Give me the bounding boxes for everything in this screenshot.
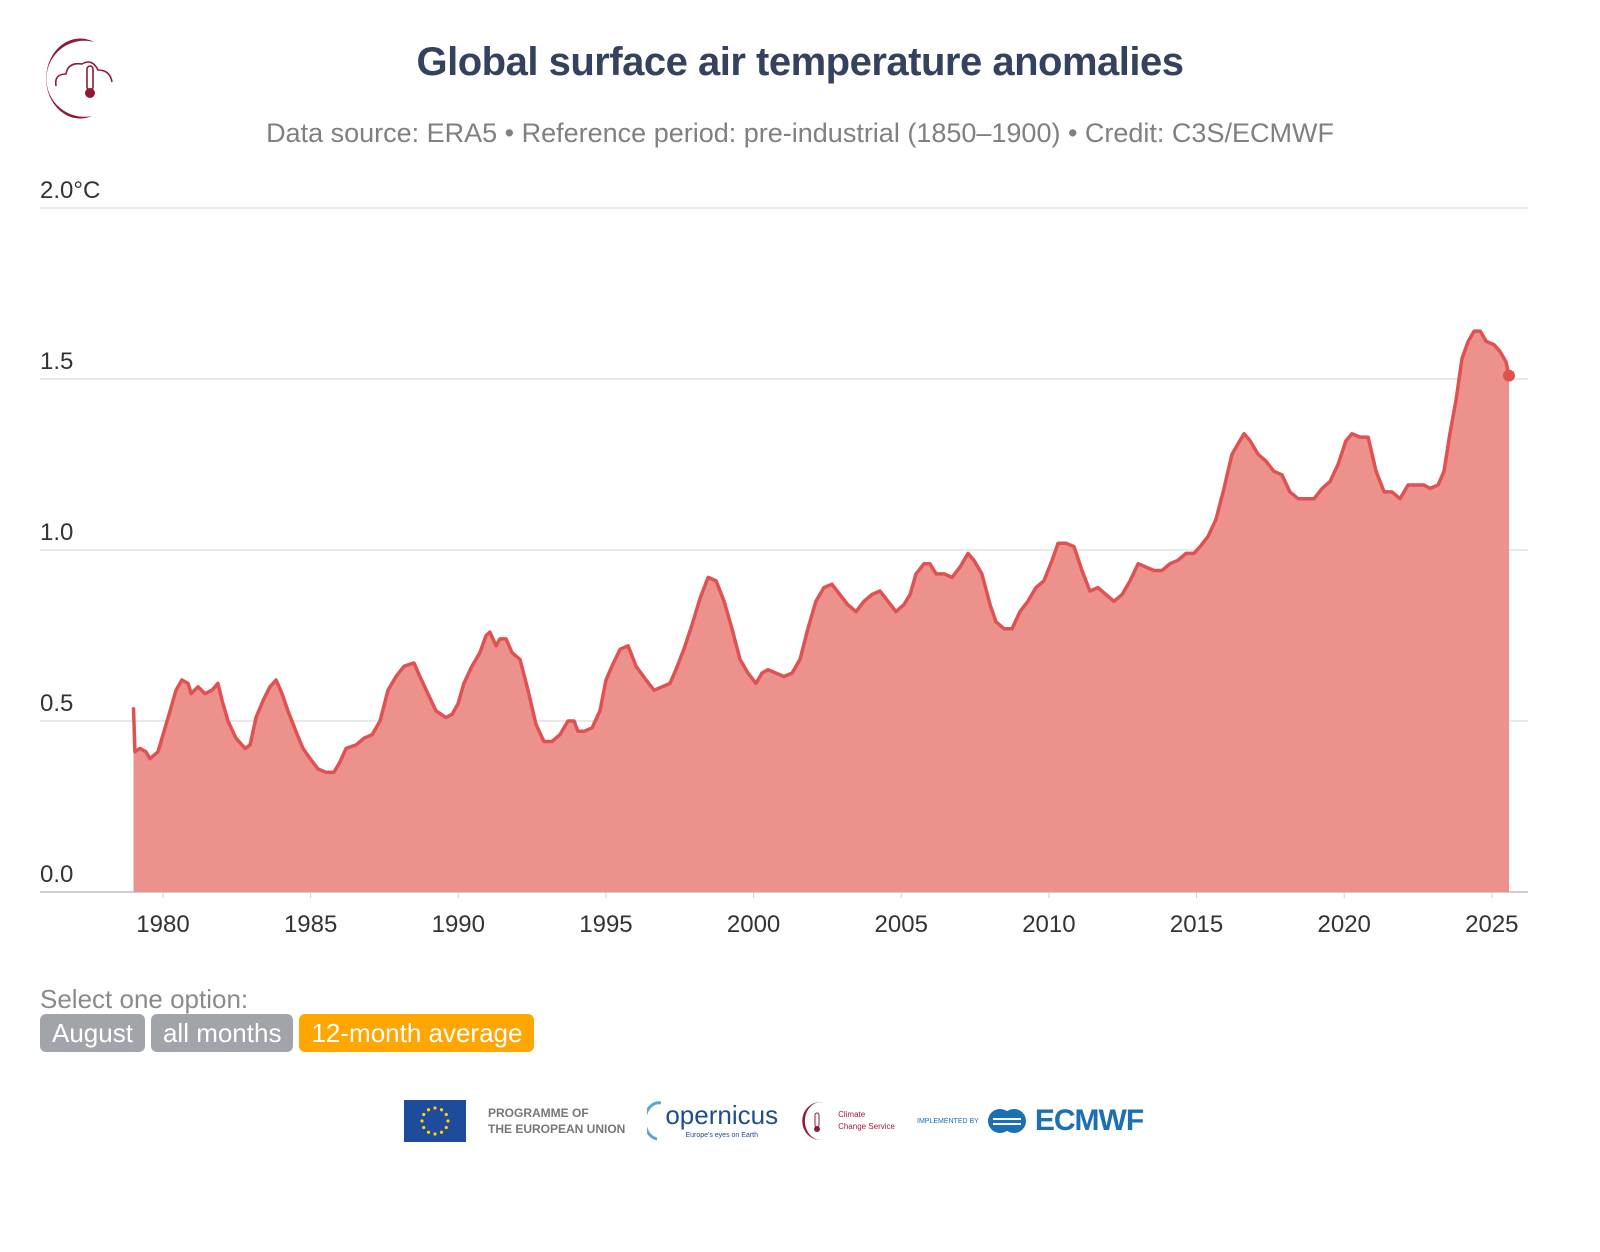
ccs-line-2: Change Service xyxy=(838,1122,895,1131)
option-12-month-average-button[interactable]: 12-month average xyxy=(299,1014,535,1052)
x-axis-labels: 1980 1985 1990 1995 2000 2005 2010 2015 2020 2025 xyxy=(136,892,1519,938)
eu-programme-text: PROGRAMME OF THE EUROPEAN UNION xyxy=(488,1105,625,1137)
x-tick-label: 2025 xyxy=(1465,911,1518,938)
ccs-logo: Climate Change Service xyxy=(800,1101,895,1141)
x-tick-label: 2010 xyxy=(1022,911,1075,938)
x-tick-label: 1985 xyxy=(284,911,337,938)
c3s-logo xyxy=(36,36,116,125)
eu-star-icon xyxy=(444,1125,448,1130)
option-all-months-button[interactable]: all months xyxy=(150,1014,294,1052)
footer-logos: PROGRAMME OF THE EUROPEAN UNION opernicu… xyxy=(404,1100,1144,1142)
eu-star-icon xyxy=(446,1119,450,1123)
x-tick-label: 1980 xyxy=(136,911,189,938)
y-tick-label: 2.0°C xyxy=(40,177,100,204)
implemented-by-text: IMPLEMENTED BY xyxy=(917,1117,979,1125)
eu-flag-icon xyxy=(404,1100,466,1142)
ecmwf-text: ECMWF xyxy=(1034,1104,1144,1137)
copernicus-arc-icon xyxy=(647,1101,662,1141)
eu-line-1: PROGRAMME OF xyxy=(488,1106,589,1120)
eu-star-icon xyxy=(420,1119,424,1123)
x-tick-label: 2000 xyxy=(727,911,780,938)
copernicus-text: opernicus xyxy=(665,1100,779,1130)
x-tick-label: 2005 xyxy=(875,911,928,938)
chart-title: Global surface air temperature anomalies xyxy=(416,40,1184,84)
y-axis-labels: 2.0°C 1.5 1.0 0.5 0.0 xyxy=(40,177,100,888)
eu-star-icon xyxy=(422,1112,426,1117)
eu-star-icon xyxy=(433,1106,437,1110)
eu-line-2: THE EUROPEAN UNION xyxy=(488,1122,626,1136)
option-august-button[interactable]: August xyxy=(40,1014,145,1052)
x-tick-label: 1995 xyxy=(579,911,632,938)
ecmwf-logo: IMPLEMENTED BY ECMWF xyxy=(917,1104,1144,1138)
ccs-line-1: Climate xyxy=(838,1110,866,1119)
eu-star-icon xyxy=(444,1112,448,1117)
eu-star-icon xyxy=(433,1132,437,1136)
chart-subtitle: Data source: ERA5 • Reference period: pr… xyxy=(266,118,1334,148)
option-buttons: August all months 12-month average xyxy=(40,1014,535,1052)
copernicus-logo: opernicus Europe's eyes on Earth xyxy=(647,1101,778,1141)
latest-value-marker[interactable] xyxy=(1502,369,1515,382)
eu-star-icon xyxy=(426,1108,431,1112)
eu-star-icon xyxy=(426,1130,431,1134)
x-tick-label: 1990 xyxy=(432,911,485,938)
y-tick-label: 0.0 xyxy=(40,861,73,888)
y-tick-label: 0.5 xyxy=(40,690,73,717)
x-tick-label: 2015 xyxy=(1170,911,1223,938)
select-option-label: Select one option: xyxy=(40,984,249,1014)
anomaly-area xyxy=(133,331,1509,893)
y-tick-label: 1.5 xyxy=(40,348,73,375)
anomaly-line xyxy=(131,329,1511,775)
eu-star-icon xyxy=(439,1130,444,1134)
temperature-chart: 2.0°C 1.5 1.0 0.5 0.0 1980 1985 1990 1995 2000 20… xyxy=(40,177,1528,938)
y-tick-label: 1.0 xyxy=(40,519,73,546)
eu-star-icon xyxy=(422,1125,426,1130)
copernicus-tagline: Europe's eyes on Earth xyxy=(685,1132,758,1139)
eu-star-icon xyxy=(439,1108,444,1112)
x-tick-label: 2020 xyxy=(1318,911,1371,938)
